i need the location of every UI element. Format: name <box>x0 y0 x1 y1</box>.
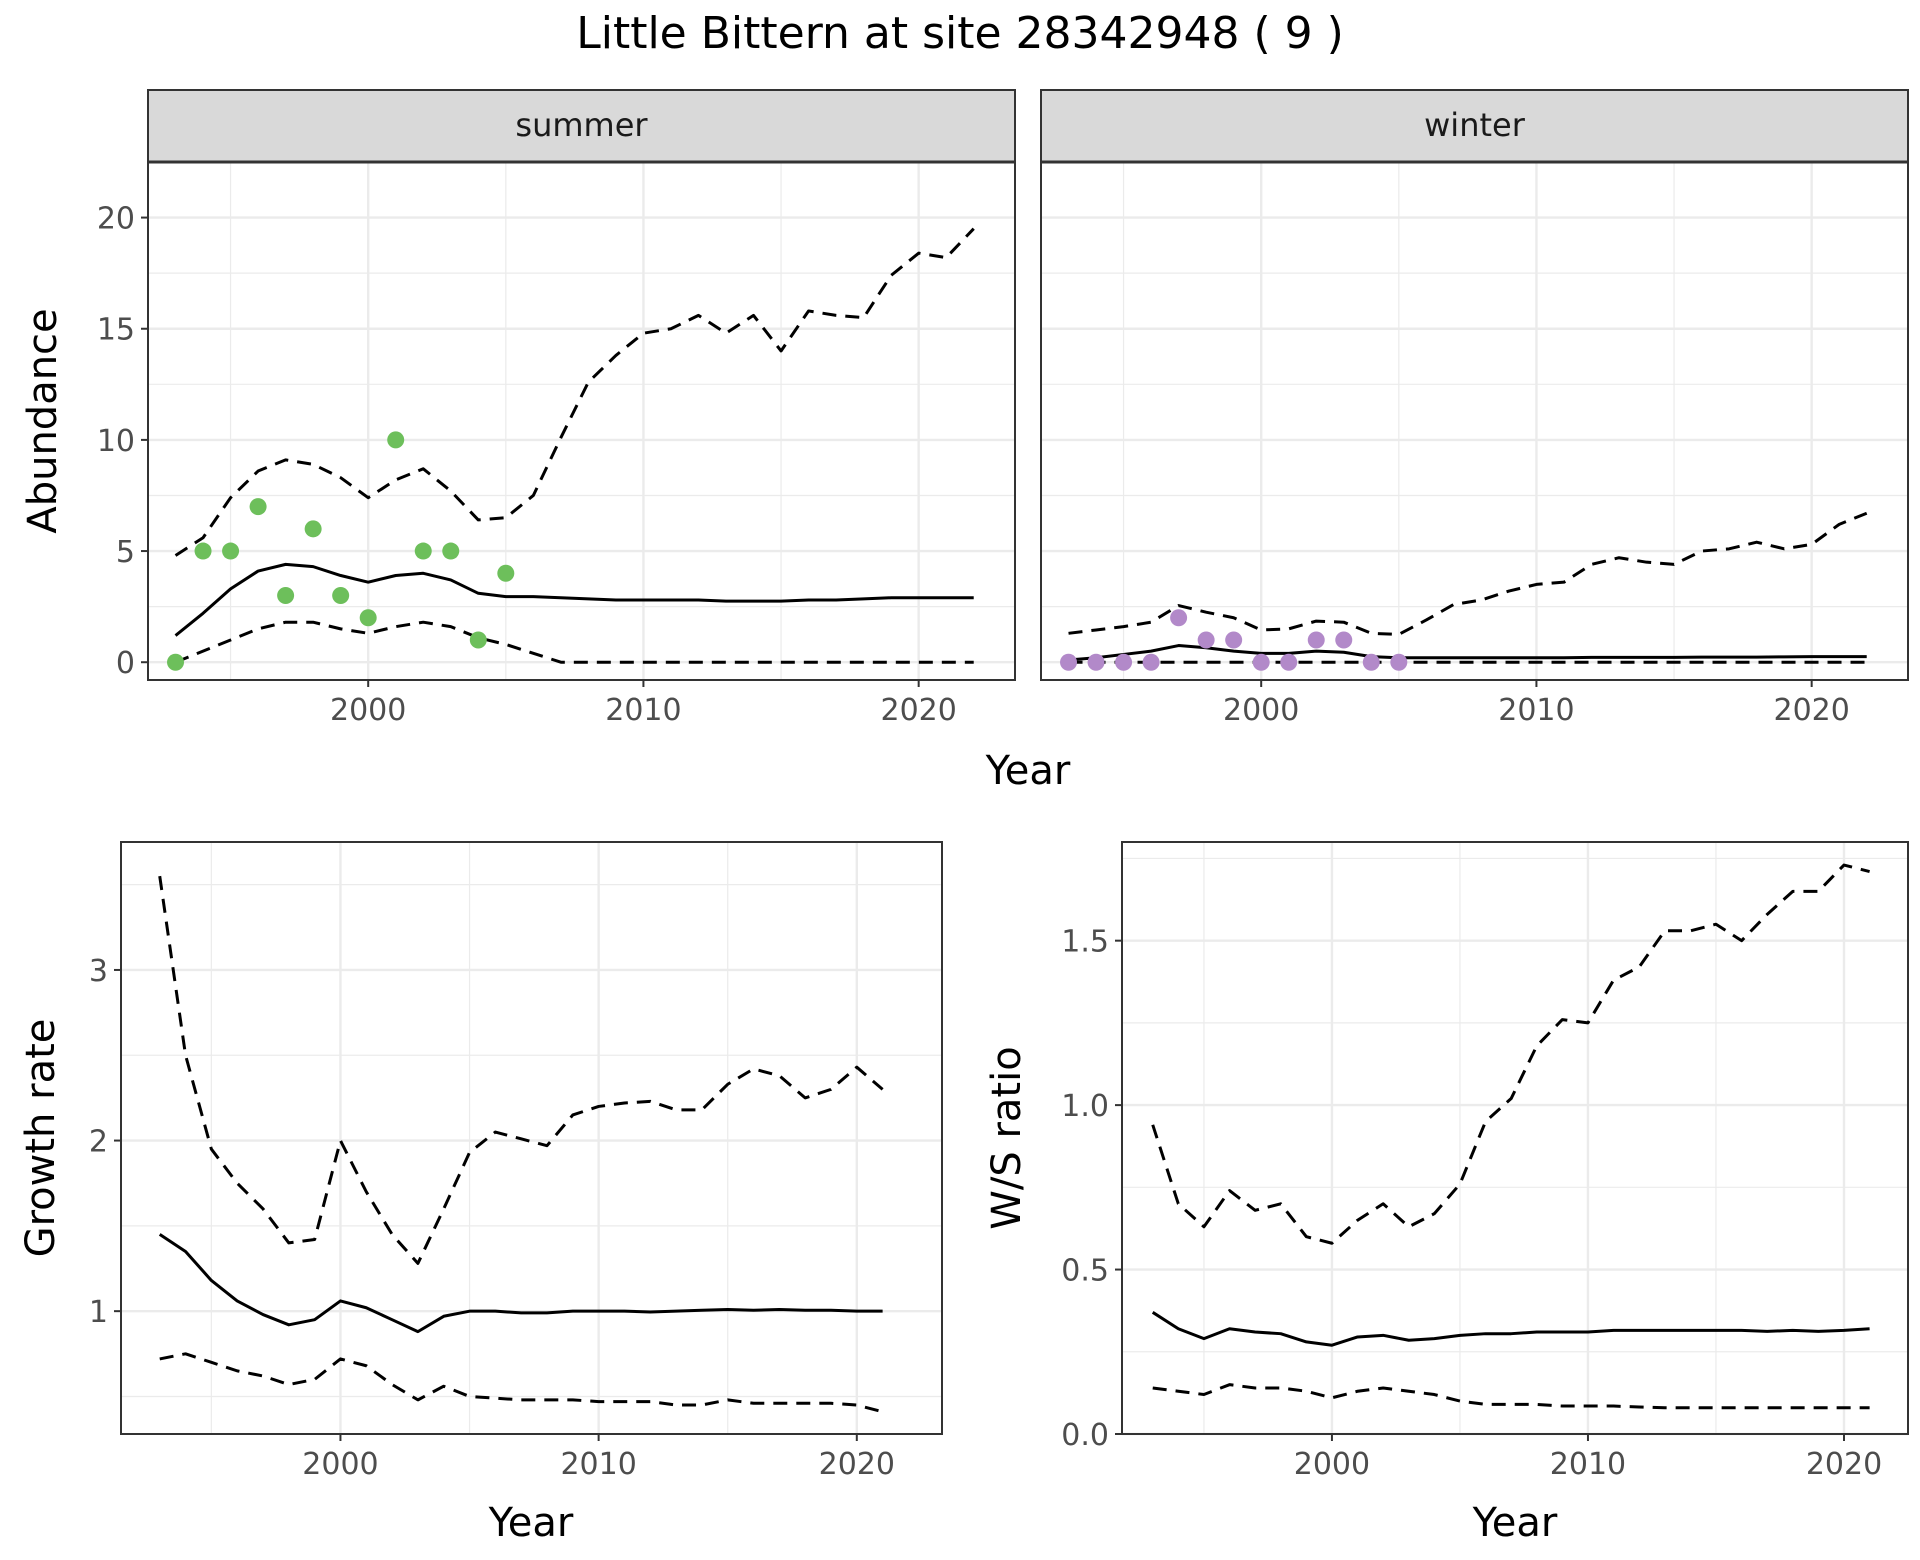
y-tick-label: 10 <box>97 424 135 459</box>
observed-point <box>1142 653 1160 671</box>
x-tick-label: 2010 <box>560 1447 636 1482</box>
observed-point <box>332 587 350 605</box>
facet-label: summer <box>515 106 648 144</box>
x-tick-label: 2020 <box>880 693 956 728</box>
x-tick-label: 2000 <box>1223 693 1299 728</box>
y-axis-title: W/S ratio <box>984 1046 1030 1229</box>
observed-point <box>1060 653 1078 671</box>
observed-point <box>1252 653 1270 671</box>
upper-bound-line <box>1151 863 1870 1245</box>
y-axis-title: Abundance <box>20 308 66 533</box>
y-tick-label: 1.0 <box>1061 1089 1109 1124</box>
y-tick-label: 2 <box>89 1125 108 1160</box>
observed-point <box>1170 609 1188 627</box>
facet-strip <box>147 89 1016 163</box>
observed-point <box>359 609 377 627</box>
x-tick-label: 2000 <box>1294 1447 1370 1482</box>
upper-bound-line <box>1068 511 1868 636</box>
observed-point <box>222 542 240 560</box>
x-tick-label: 2020 <box>819 1447 895 1482</box>
upper-bound-line <box>174 227 975 557</box>
fitted-line <box>158 1233 883 1334</box>
x-tick-label: 2020 <box>1773 693 1849 728</box>
lower-bound-line <box>159 1352 884 1414</box>
observed-point <box>497 564 515 582</box>
fitted-line <box>1068 644 1867 662</box>
facet-strip <box>1040 89 1909 163</box>
observed-point <box>1335 631 1353 649</box>
panel-border <box>1121 841 1909 1435</box>
panel-border <box>147 161 1016 681</box>
x-tick-label: 2010 <box>605 693 681 728</box>
observed-point <box>194 542 212 560</box>
observed-point <box>1197 631 1215 649</box>
x-tick-label: 2000 <box>302 1447 378 1482</box>
x-tick-label: 2000 <box>330 693 406 728</box>
observed-point <box>414 542 432 560</box>
observed-point <box>1280 653 1298 671</box>
x-axis-title: Year <box>1472 1500 1558 1546</box>
observed-point <box>442 542 460 560</box>
y-tick-label: 0 <box>116 646 135 681</box>
observed-point <box>1225 631 1243 649</box>
y-axis-title: Growth rate <box>18 1019 64 1258</box>
fitted-line <box>1151 1311 1870 1347</box>
x-tick-label: 2010 <box>1550 1447 1626 1482</box>
panel-border <box>120 841 943 1435</box>
abundance-panel-winter: winter 2000 2010 2020 <box>1040 89 1909 728</box>
observed-point <box>249 498 267 516</box>
y-tick-label: 0.0 <box>1061 1418 1109 1453</box>
fitted-line <box>174 562 974 637</box>
observed-point <box>1307 631 1325 649</box>
chart-title: Little Bittern at site 28342948 ( 9 ) <box>576 8 1344 59</box>
ws-ratio-panel: 2000 2010 2020 0.0 0.5 1.0 1.5 <box>1061 841 1909 1482</box>
x-axis-title: Year <box>985 748 1071 794</box>
x-tick-label: 2020 <box>1806 1447 1882 1482</box>
observed-point <box>1362 653 1380 671</box>
y-tick-label: 5 <box>116 535 135 570</box>
y-tick-label: 15 <box>97 313 135 348</box>
observed-point <box>1115 653 1133 671</box>
lower-bound-line <box>1152 1383 1870 1410</box>
observed-point <box>167 653 185 671</box>
y-tick-label: 1.5 <box>1061 925 1109 960</box>
abundance-panel-summer: summer 2000 2010 2020 0 5 10 15 20 <box>97 89 1016 728</box>
y-tick-label: 3 <box>89 954 108 989</box>
upper-bound-line <box>158 875 884 1265</box>
lower-bound-line <box>174 620 974 664</box>
y-tick-label: 0.5 <box>1061 1254 1109 1289</box>
y-tick-label: 20 <box>97 202 135 237</box>
facet-label: winter <box>1424 106 1526 144</box>
x-tick-label: 2010 <box>1498 693 1574 728</box>
growth-rate-panel: 2000 2010 2020 1 2 3 <box>89 841 943 1482</box>
observed-point <box>1087 653 1105 671</box>
y-tick-label: 1 <box>89 1295 108 1330</box>
observed-point <box>277 587 295 605</box>
observed-point <box>469 631 487 649</box>
observed-point <box>387 431 405 449</box>
observed-point <box>1390 653 1408 671</box>
x-axis-title: Year <box>488 1500 574 1546</box>
observed-point <box>304 520 322 538</box>
